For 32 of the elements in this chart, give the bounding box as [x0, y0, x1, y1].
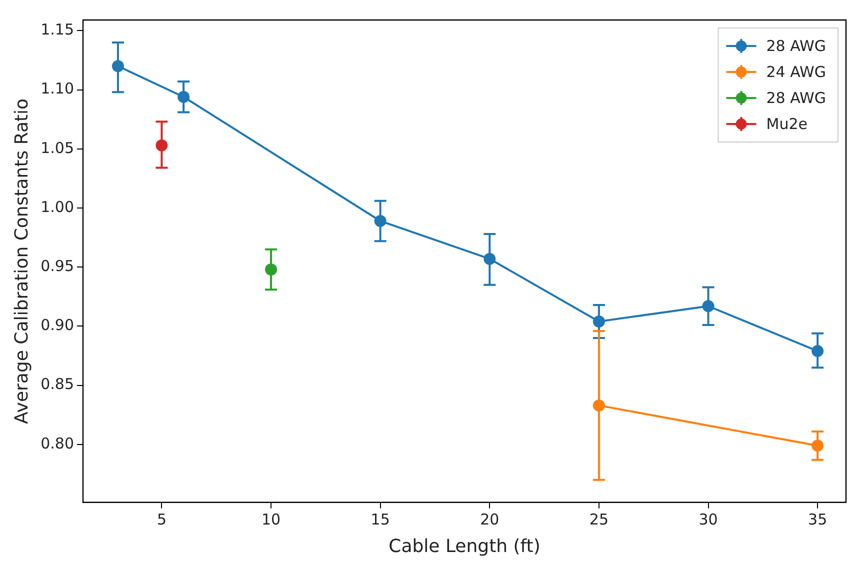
y-tick-label: 0.85 — [40, 375, 74, 394]
y-tick-label: 1.10 — [40, 80, 74, 98]
x-axis-title: Cable Length (ft) — [388, 536, 540, 557]
x-tick-label: 20 — [480, 510, 500, 528]
x-tick-label: 10 — [261, 510, 281, 528]
y-tick-label: 1.15 — [40, 20, 74, 39]
x-tick-label: 30 — [698, 510, 718, 528]
point — [592, 399, 605, 412]
y-tick-label: 1.00 — [40, 198, 74, 216]
y-tick-label: 0.90 — [40, 316, 74, 334]
point — [592, 316, 605, 328]
x-tick-label: 35 — [808, 510, 828, 528]
point — [156, 139, 168, 152]
y-tick-label: 1.05 — [40, 138, 74, 157]
legend-label: 28 AWG — [766, 88, 826, 107]
legend-label: 28 AWG — [766, 36, 826, 55]
x-tick-label: 25 — [589, 510, 608, 528]
point — [374, 215, 386, 227]
x-tick-label: 15 — [370, 510, 390, 528]
point — [178, 90, 190, 103]
point — [812, 345, 824, 358]
y-tick-label: 0.95 — [40, 257, 74, 275]
y-tick-label: 0.80 — [40, 434, 74, 452]
point — [265, 263, 278, 276]
legend-label: Mu2e — [766, 114, 808, 133]
y-axis-title: Average Calibration Constants Ratio — [11, 98, 32, 424]
point — [702, 300, 714, 312]
legend-label: 24 AWG — [766, 62, 826, 81]
point — [112, 60, 124, 72]
x-tick-label: 5 — [156, 510, 166, 528]
point — [484, 252, 496, 265]
point — [812, 440, 824, 452]
